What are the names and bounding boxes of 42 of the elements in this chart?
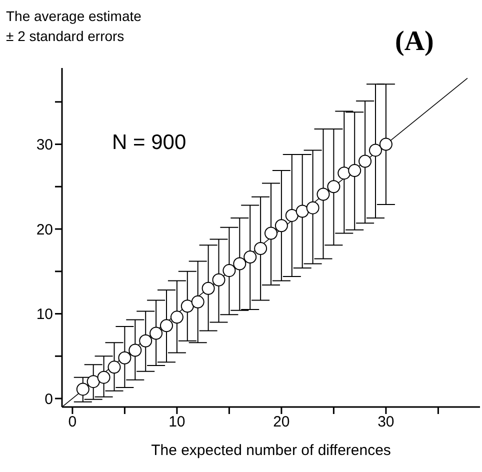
chart-title: (A) <box>395 26 434 58</box>
point <box>191 295 204 308</box>
x-axis-title: The expected number of differences <box>150 442 392 459</box>
point <box>285 208 298 222</box>
point <box>306 201 320 214</box>
point <box>128 344 142 357</box>
y-tick-label: 30 <box>36 136 53 154</box>
x-tick-label: 0 <box>68 414 77 431</box>
point <box>327 180 340 194</box>
point <box>222 264 236 278</box>
point <box>76 382 90 396</box>
y-tick-label: 0 <box>44 390 53 408</box>
point <box>150 326 163 340</box>
y-tick-label: 10 <box>36 306 53 324</box>
point <box>97 370 110 384</box>
point <box>296 204 309 218</box>
point <box>254 242 268 256</box>
point <box>86 375 100 388</box>
point <box>369 144 382 157</box>
point <box>244 250 257 264</box>
point <box>108 360 121 374</box>
point <box>180 300 194 313</box>
point <box>264 226 278 240</box>
point <box>358 154 372 168</box>
point <box>316 188 330 201</box>
y-tick-label: 20 <box>36 221 53 238</box>
point <box>379 138 392 151</box>
point <box>338 166 351 180</box>
point <box>233 257 246 270</box>
point <box>274 219 288 232</box>
point <box>139 334 152 348</box>
annotation: N = 900 <box>112 131 186 155</box>
x-tick-label: 30 <box>378 414 394 431</box>
point <box>118 351 132 364</box>
point <box>212 273 226 286</box>
point <box>170 310 184 324</box>
point <box>202 282 215 295</box>
x-tick-label: 10 <box>168 414 186 431</box>
y-axis-title: The average estimate ± 2 standard errors <box>6 7 142 46</box>
x-tick-label: 20 <box>273 414 290 431</box>
point <box>160 319 173 332</box>
point <box>348 164 362 178</box>
